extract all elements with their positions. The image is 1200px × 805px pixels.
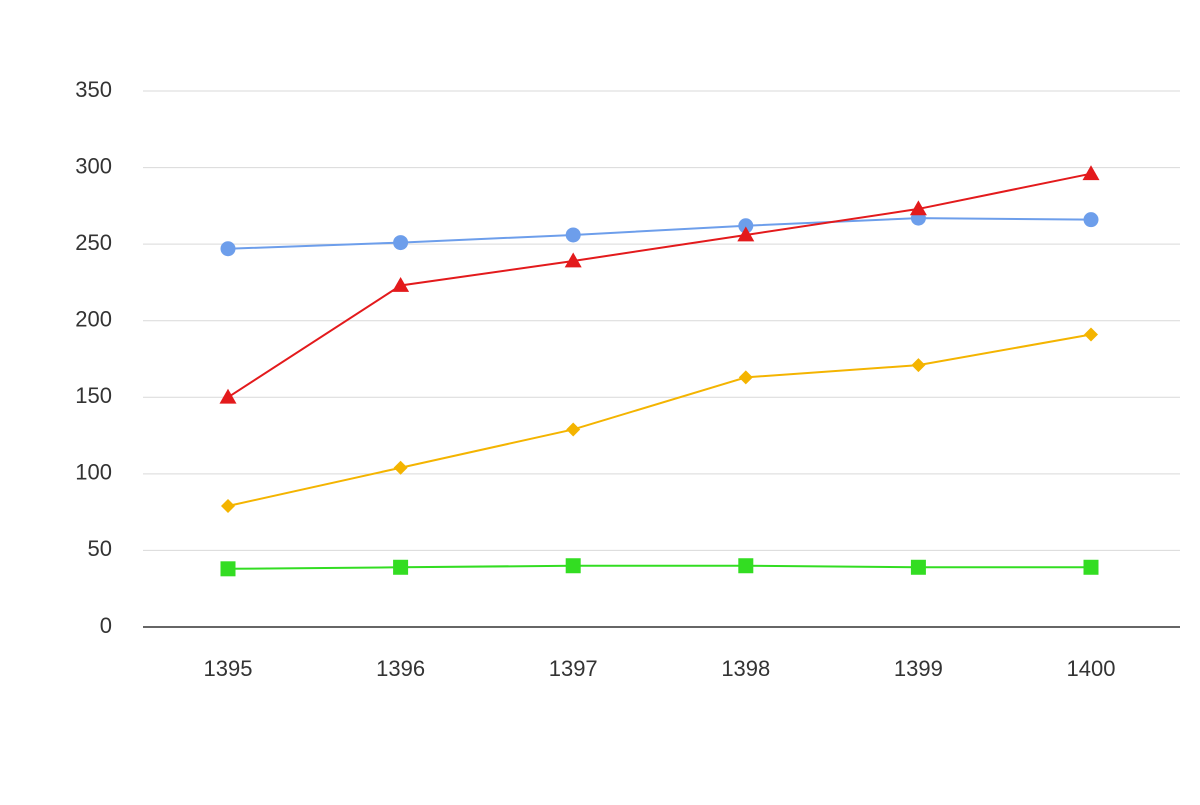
data-point-square (910, 559, 926, 575)
series-2 (221, 327, 1098, 514)
x-tick-label: 1398 (721, 656, 770, 681)
series-0 (220, 210, 1099, 257)
x-tick-label: 1397 (549, 656, 598, 681)
x-tick-label: 1399 (894, 656, 943, 681)
series-line (227, 172, 1092, 399)
data-point-circle (565, 227, 581, 243)
y-tick-label: 250 (75, 230, 112, 255)
x-tick-label: 1396 (376, 656, 425, 681)
data-point-square (1083, 559, 1099, 575)
data-point-square (738, 558, 754, 574)
data-point-triangle (219, 388, 237, 404)
data-point-triangle (392, 276, 410, 292)
data-point-square (565, 558, 581, 574)
y-tick-label: 150 (75, 383, 112, 408)
data-point-circle (393, 235, 409, 251)
data-point-diamond (911, 358, 926, 373)
data-point-triangle (1082, 165, 1100, 181)
data-point-diamond (221, 499, 235, 514)
data-point-circle (738, 218, 754, 234)
data-point-triangle (564, 252, 582, 268)
y-tick-label: 0 (100, 613, 112, 638)
x-tick-label: 1400 (1067, 656, 1116, 681)
series-line (227, 564, 1091, 570)
data-point-square (220, 561, 236, 577)
data-point-triangle (737, 226, 755, 242)
x-tick-label: 1395 (204, 656, 253, 681)
y-tick-label: 350 (75, 77, 112, 102)
y-tick-label: 100 (75, 460, 112, 485)
x-axis: 1395 1396 1397 1398 1399 1400 (143, 626, 1180, 681)
data-point-diamond (393, 460, 408, 475)
data-point-square (393, 559, 409, 575)
data-point-triangle (909, 200, 927, 216)
data-point-circle (220, 241, 236, 257)
data-point-circle (1083, 212, 1099, 228)
series-line (227, 333, 1092, 507)
data-point-diamond (738, 370, 753, 385)
series-3 (220, 558, 1099, 577)
series-1 (219, 165, 1100, 404)
y-tick-label: 50 (88, 536, 112, 561)
series-group (219, 165, 1100, 577)
y-tick-label: 200 (75, 307, 112, 332)
data-point-diamond (566, 422, 581, 437)
gridlines (143, 90, 1180, 551)
data-point-diamond (1084, 327, 1098, 342)
y-axis: 0 50 100 150 200 250 300 350 (75, 77, 112, 638)
y-tick-label: 300 (75, 153, 112, 178)
series-line (227, 217, 1092, 250)
